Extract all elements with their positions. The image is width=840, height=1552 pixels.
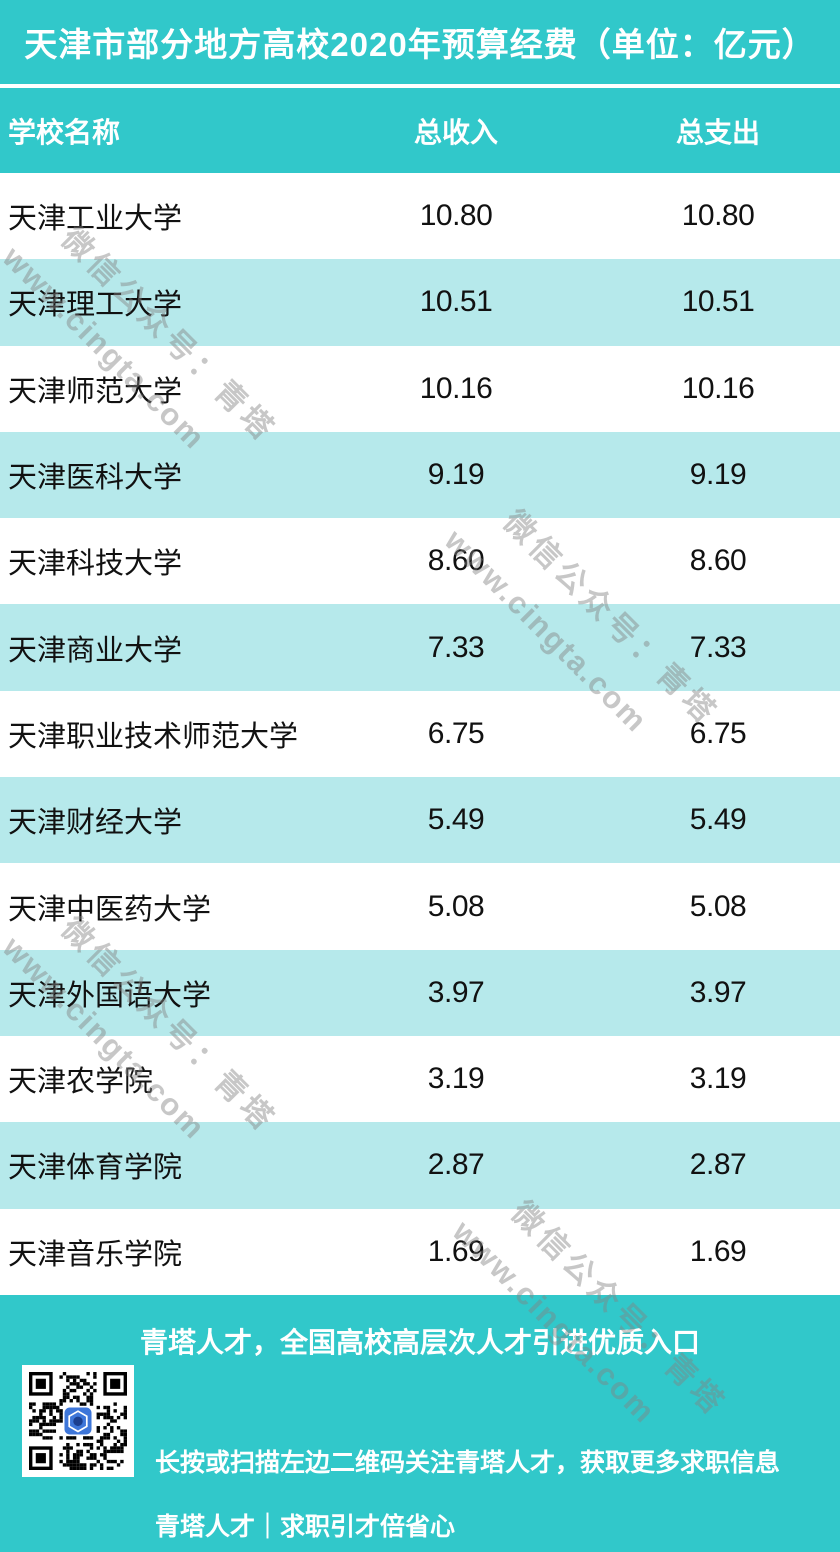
income-value: 9.19 xyxy=(427,458,485,492)
income-value: 10.80 xyxy=(419,199,493,233)
expense-value: 3.19 xyxy=(689,1062,747,1096)
school-name: 天津音乐学院 xyxy=(8,1238,183,1271)
footer-banner: 青塔人才，全国高校高层次人才引进优质入口 长按或扫描左边二维码关注青塔人才，获取… xyxy=(0,1295,840,1552)
qr-code[interactable] xyxy=(22,1365,134,1477)
expense-value: 9.19 xyxy=(689,458,747,492)
school-name: 天津医科大学 xyxy=(8,462,183,495)
table-row: 天津中医药大学 5.08 5.08 xyxy=(0,863,840,950)
school-name: 天津财经大学 xyxy=(8,807,183,840)
school-name: 天津职业技术师范大学 xyxy=(8,720,299,753)
table-header-row: 学校名称 总收入 总支出 xyxy=(0,88,840,173)
column-header-school: 学校名称 xyxy=(8,116,121,148)
expense-value: 7.33 xyxy=(689,630,747,664)
expense-value: 10.51 xyxy=(681,285,755,319)
table-row: 天津医科大学 9.19 9.19 xyxy=(0,431,840,519)
table-row: 天津财经大学 5.49 5.49 xyxy=(0,777,840,864)
income-value: 6.75 xyxy=(427,716,485,750)
expense-value: 3.97 xyxy=(689,975,747,1009)
expense-value: 2.87 xyxy=(689,1148,747,1182)
income-value: 3.97 xyxy=(427,975,485,1009)
title-band: 天津市部分地方高校2020年预算经费（单位：亿元） xyxy=(0,0,840,84)
footer-tagline: 青塔人才｜求职引才倍省心 xyxy=(155,1513,456,1541)
income-value: 10.16 xyxy=(419,371,493,405)
expense-value: 1.69 xyxy=(689,1234,747,1268)
school-name: 天津体育学院 xyxy=(8,1152,183,1185)
income-value: 7.33 xyxy=(427,630,485,664)
expense-value: 10.80 xyxy=(681,199,755,233)
income-value: 2.87 xyxy=(427,1148,485,1182)
table-row: 天津商业大学 7.33 7.33 xyxy=(0,604,840,691)
table-row: 天津科技大学 8.60 8.60 xyxy=(0,518,840,605)
school-name: 天津师范大学 xyxy=(8,375,183,408)
expense-value: 5.08 xyxy=(689,889,747,923)
income-value: 5.08 xyxy=(427,889,485,923)
income-value: 10.51 xyxy=(419,285,493,319)
title-divider xyxy=(0,84,840,88)
footer-slogan: 青塔人才，全国高校高层次人才引进优质入口 xyxy=(139,1327,700,1358)
income-value: 1.69 xyxy=(427,1234,485,1268)
table-row: 天津音乐学院 1.69 1.69 xyxy=(0,1208,840,1295)
school-name: 天津商业大学 xyxy=(8,634,183,667)
table-row: 天津理工大学 10.51 10.51 xyxy=(0,259,840,346)
column-header-income: 总收入 xyxy=(413,116,498,148)
table-row: 天津师范大学 10.16 10.16 xyxy=(0,345,840,432)
school-name: 天津外国语大学 xyxy=(8,979,212,1012)
table-row: 天津职业技术师范大学 6.75 6.75 xyxy=(0,690,840,778)
footer-instruction: 长按或扫描左边二维码关注青塔人才，获取更多求职信息 xyxy=(155,1449,781,1477)
column-header-expense: 总支出 xyxy=(675,116,760,148)
school-name: 天津中医药大学 xyxy=(8,893,212,926)
qr-code-image xyxy=(29,1372,127,1470)
table-row: 天津工业大学 10.80 10.80 xyxy=(0,173,840,260)
table-row: 天津外国语大学 3.97 3.97 xyxy=(0,949,840,1036)
expense-value: 10.16 xyxy=(681,371,755,405)
income-value: 3.19 xyxy=(427,1062,485,1096)
school-name: 天津工业大学 xyxy=(8,203,183,236)
expense-value: 8.60 xyxy=(689,544,747,578)
expense-value: 6.75 xyxy=(689,716,747,750)
expense-value: 5.49 xyxy=(689,803,747,837)
page-title: 天津市部分地方高校2020年预算经费（单位：亿元） xyxy=(24,26,816,63)
school-name: 天津科技大学 xyxy=(8,548,183,581)
income-value: 5.49 xyxy=(427,803,485,837)
table-body: 天津工业大学 10.80 10.80 天津理工大学 10.51 10.51 天津… xyxy=(0,173,840,1295)
table-row: 天津体育学院 2.87 2.87 xyxy=(0,1122,840,1209)
table-row: 天津农学院 3.19 3.19 xyxy=(0,1035,840,1123)
school-name: 天津理工大学 xyxy=(8,289,183,322)
income-value: 8.60 xyxy=(427,544,485,578)
school-name: 天津农学院 xyxy=(8,1066,154,1099)
